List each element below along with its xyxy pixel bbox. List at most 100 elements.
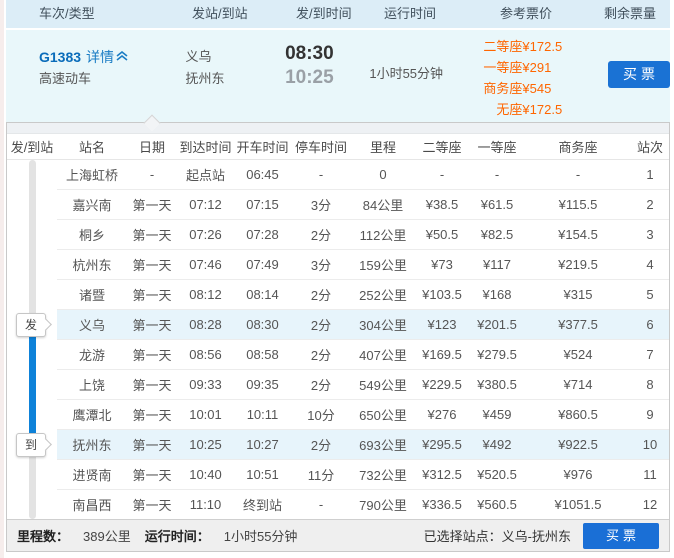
timeline-cell	[7, 459, 57, 490]
timeline-cell	[7, 219, 57, 250]
cell-arrival-time: 10:25	[177, 429, 234, 460]
cell-stop-number: 8	[631, 369, 669, 400]
timeline-track	[29, 189, 36, 220]
cell-first-class-price: ¥380.5	[469, 369, 525, 400]
col-header-duration: 运行时间	[384, 6, 437, 21]
cell-first-class-price: ¥459	[469, 399, 525, 430]
stops-table-header-row: 发/到站 站名 日期 到达时间 开车时间 停车时间 里程 二等座 一等座 商务座…	[7, 134, 669, 160]
cell-stop-time: -	[318, 167, 324, 182]
timeline-track	[29, 219, 36, 250]
cell-date: 第一天	[127, 309, 177, 340]
timeline-cell	[7, 189, 57, 220]
th-arrival-time: 到达时间	[177, 134, 234, 160]
timeline-track	[29, 279, 36, 310]
mileage-label: 里程数：	[17, 529, 70, 544]
cell-arrival-time: 07:12	[177, 189, 234, 220]
timeline-cell: 到	[7, 429, 57, 460]
cell-arrival-time: 07:26	[177, 219, 234, 250]
cell-date: 第一天	[127, 369, 177, 400]
stop-row[interactable]: 桐乡 第一天 07:26 07:28 2分 112公里 ¥50.5 ¥82.5 …	[7, 219, 669, 250]
cell-date: -	[149, 167, 155, 182]
cell-business-class-price: ¥1051.5	[525, 489, 631, 519]
cell-date: 第一天	[127, 249, 177, 280]
cell-date: 第一天	[127, 219, 177, 250]
cell-stop-number: 4	[631, 249, 669, 280]
stops-tbody: 上海虹桥 - 起点站 06:45 - 0 - - - 1	[7, 160, 669, 519]
page-edge-strip	[0, 0, 4, 558]
chevron-up-double-icon	[116, 46, 128, 67]
cell-mileage: 112公里	[351, 219, 415, 250]
timeline-cell	[7, 249, 57, 280]
cell-departure-time: 06:45	[246, 167, 279, 182]
stop-row[interactable]: 嘉兴南 第一天 07:12 07:15 3分 84公里 ¥38.5 ¥61.5 …	[7, 189, 669, 220]
cell-stop-number: 3	[631, 219, 669, 250]
stop-row[interactable]: 鹰潭北 第一天 10:01 10:11 10分 650公里 ¥276 ¥459 …	[7, 399, 669, 430]
stop-row[interactable]: 诸暨 第一天 08:12 08:14 2分 252公里 ¥103.5 ¥168 …	[7, 279, 669, 310]
th-stop-number: 站次	[631, 134, 669, 160]
cell-second-class-price: ¥169.5	[415, 339, 469, 370]
timeline-track	[29, 369, 36, 400]
arrive-tag[interactable]: 到	[16, 432, 46, 457]
cell-arrival-time: 11:10	[177, 489, 234, 519]
stop-row[interactable]: 龙游 第一天 08:56 08:58 2分 407公里 ¥169.5 ¥279.…	[7, 339, 669, 370]
cell-stop-time: 2分	[291, 369, 351, 400]
detail-link[interactable]: 详情	[86, 49, 128, 65]
run-duration: 1小时55分钟	[369, 66, 444, 81]
stop-row[interactable]: 上海虹桥 - 起点站 06:45 - 0 - - - 1	[7, 160, 669, 190]
cell-mileage: 304公里	[351, 309, 415, 340]
timeline-cell	[7, 369, 57, 400]
price-second-class: 二等座¥172.5	[483, 39, 563, 54]
col-header-times: 发/到时间	[296, 6, 352, 21]
timeline-track	[29, 249, 36, 280]
cell-departure-time: 10:27	[234, 429, 291, 460]
buy-ticket-button-bottom[interactable]: 买票	[583, 522, 659, 549]
cell-mileage: 252公里	[351, 279, 415, 310]
cell-second-class-price: ¥103.5	[415, 279, 469, 310]
cell-station: 义乌	[57, 309, 127, 340]
cell-first-class-price: -	[494, 167, 500, 182]
buy-ticket-button-top[interactable]: 买票	[608, 61, 670, 88]
cell-date: 第一天	[127, 279, 177, 310]
cell-departure-time: 10:51	[234, 459, 291, 490]
stop-row[interactable]: 南昌西 第一天 11:10 终到站 - 790公里 ¥336.5 ¥560.5 …	[7, 489, 669, 519]
stop-row[interactable]: 杭州东 第一天 07:46 07:49 3分 159公里 ¥73 ¥117 ¥2…	[7, 249, 669, 280]
cell-second-class-price: ¥276	[415, 399, 469, 430]
cell-stop-time: 10分	[291, 399, 351, 430]
th-depart-arrive: 发/到站	[7, 134, 57, 160]
cell-business-class-price: ¥976	[525, 459, 631, 490]
depart-tag[interactable]: 发	[16, 312, 46, 337]
th-mileage: 里程	[351, 134, 415, 160]
cell-stop-number: 11	[631, 459, 669, 490]
cell-departure-time: 07:28	[234, 219, 291, 250]
timeline-cell: 发	[7, 309, 57, 340]
from-station: 义乌	[185, 49, 212, 64]
cell-second-class-price: ¥312.5	[415, 459, 469, 490]
cell-arrival-time: 07:46	[177, 249, 234, 280]
cell-second-class-price: ¥123	[415, 309, 469, 340]
cell-station: 上饶	[57, 369, 127, 400]
cell-stop-number: 9	[631, 399, 669, 430]
cell-mileage: 0	[379, 167, 387, 182]
stop-row[interactable]: 发 义乌 第一天 08:28 08:30 2分 304公里 ¥123 ¥201.…	[7, 309, 669, 340]
cell-mileage: 159公里	[351, 249, 415, 280]
cell-stop-number: 6	[631, 309, 669, 340]
stop-row[interactable]: 进贤南 第一天 10:40 10:51 11分 732公里 ¥312.5 ¥52…	[7, 459, 669, 490]
cell-second-class-price: ¥336.5	[415, 489, 469, 519]
stop-row[interactable]: 到 抚州东 第一天 10:25 10:27 2分 693公里 ¥295.5 ¥4…	[7, 429, 669, 460]
cell-mileage: 650公里	[351, 399, 415, 430]
cell-first-class-price: ¥168	[469, 279, 525, 310]
cell-station: 龙游	[57, 339, 127, 370]
cell-date: 第一天	[127, 429, 177, 460]
cell-arrival-time: 08:12	[177, 279, 234, 310]
cell-departure-time: 终到站	[234, 489, 291, 519]
cell-mileage: 790公里	[351, 489, 415, 519]
timeline-track	[29, 459, 36, 490]
cell-mileage: 549公里	[351, 369, 415, 400]
timeline-cell	[7, 160, 57, 190]
th-stop-time: 停车时间	[291, 134, 351, 160]
cell-arrival-time: 09:33	[177, 369, 234, 400]
cell-mileage: 693公里	[351, 429, 415, 460]
stop-row[interactable]: 上饶 第一天 09:33 09:35 2分 549公里 ¥229.5 ¥380.…	[7, 369, 669, 400]
cell-date: 第一天	[127, 489, 177, 519]
cell-business-class-price: ¥377.5	[525, 309, 631, 340]
